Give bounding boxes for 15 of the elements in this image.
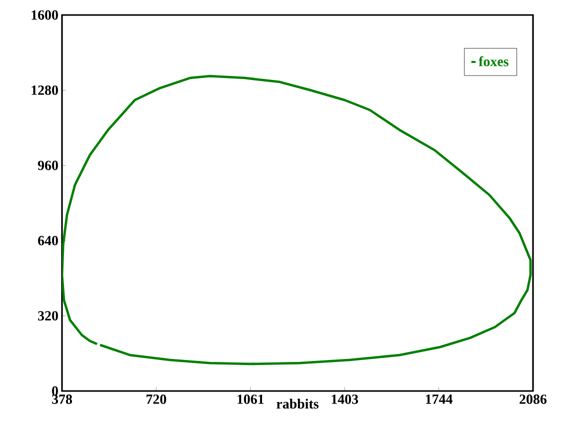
x-tick-label: 1403 (332, 394, 358, 404)
y-tick-label: 320 (38, 311, 58, 321)
y-tick-label: 0 (52, 386, 58, 396)
x-axis-title: rabbits (276, 398, 318, 409)
x-tick-label: 1744 (426, 394, 452, 404)
x-tick-label: 1061 (238, 394, 264, 404)
y-tick-label: 1600 (32, 10, 58, 20)
y-tick-label: 640 (38, 236, 58, 246)
x-tick-label: 720 (146, 394, 166, 404)
x-tick-label: 378 (52, 394, 72, 404)
y-tick-label: 1280 (32, 85, 58, 95)
y-tick-label: 960 (38, 160, 58, 170)
x-tick-label: 2086 (520, 394, 547, 404)
line-series (62, 74, 532, 366)
legend-label: foxes (478, 56, 508, 66)
